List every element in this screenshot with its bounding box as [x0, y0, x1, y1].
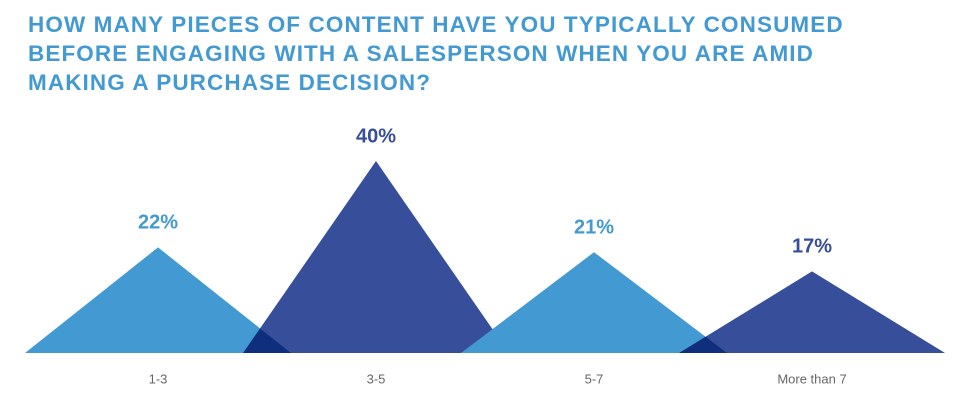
value-label: 17% [792, 236, 832, 258]
value-label: 21% [574, 216, 614, 238]
x-tick-label: 1-3 [149, 371, 168, 386]
value-label: 22% [138, 212, 178, 234]
x-tick-label: 5-7 [585, 371, 604, 386]
x-tick-label: 3-5 [367, 371, 386, 386]
triangle [679, 271, 945, 353]
value-label: 40% [356, 125, 396, 147]
triangle [25, 247, 291, 353]
triangle [461, 252, 727, 353]
chart-title: HOW MANY PIECES OF CONTENT HAVE YOU TYPI… [28, 12, 844, 95]
x-tick-label: More than 7 [777, 371, 846, 386]
triangle [243, 161, 509, 353]
